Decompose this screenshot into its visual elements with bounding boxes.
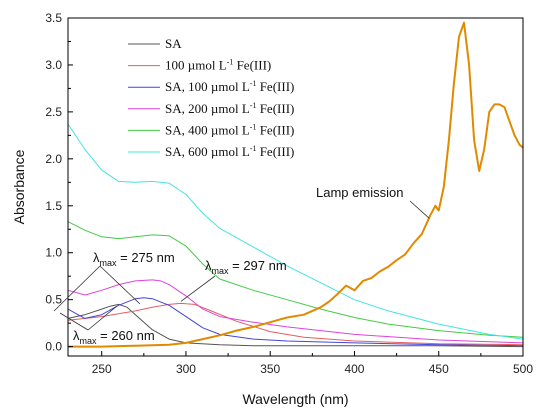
x-tick-label: 250	[92, 362, 112, 376]
series-line-2	[67, 297, 524, 347]
leader-line	[409, 200, 430, 219]
lambda-subscript: max	[80, 336, 98, 346]
lambda-max-label: λmax = 260 nm	[73, 328, 155, 346]
legend-label-rest: Fe(III)	[256, 122, 294, 137]
lambda-subscript: max	[212, 266, 230, 276]
x-tick-label: 450	[429, 362, 449, 376]
leader-line	[180, 275, 216, 302]
legend-label: SA, 600 µmol L-1 Fe(III)	[165, 144, 294, 159]
y-axis-title: Absorbance	[11, 149, 27, 224]
legend-label-sup: -1	[250, 144, 257, 153]
x-tick-label: 500	[513, 362, 533, 376]
legend-label-sup: -1	[250, 79, 257, 88]
legend-label-main: SA, 400 µmol L	[165, 122, 250, 137]
lambda-subscript: max	[100, 258, 118, 268]
legend-label: SA, 100 µmol L-1 Fe(III)	[165, 79, 294, 94]
legend-label: SA	[165, 36, 182, 51]
series-line-5	[67, 123, 524, 340]
series-line-0	[67, 303, 524, 348]
lambda-value: = 297 nm	[229, 258, 287, 273]
legend-label-main: 100 µmol L	[165, 58, 227, 73]
leader-line	[99, 265, 141, 305]
series-line-4	[67, 221, 524, 338]
legend-label-main: SA, 200 µmol L	[165, 101, 250, 116]
y-tick-label: 2.5	[45, 105, 62, 119]
lamp-emission-label: Lamp emission	[316, 185, 403, 200]
legend-label-main: SA, 100 µmol L	[165, 79, 250, 94]
lambda-value: = 275 nm	[117, 250, 175, 265]
series-line-1	[67, 302, 524, 346]
legend-label-sup: -1	[250, 101, 257, 110]
y-tick-label: 3.0	[45, 58, 62, 72]
lambda-symbol: λ	[93, 250, 100, 265]
series-layer	[67, 21, 524, 348]
legend-label-main: SA	[165, 36, 182, 51]
leader-line	[53, 265, 101, 312]
lambda-max-label: λmax = 297 nm	[205, 258, 287, 276]
legend-label-rest: Fe(III)	[256, 144, 294, 159]
x-axis-title: Wavelength (nm)	[242, 391, 348, 407]
lambda-value: = 260 nm	[97, 328, 155, 343]
plot-frame	[67, 17, 524, 357]
series-line-6	[68, 21, 524, 348]
y-tick-label: 2.0	[45, 152, 62, 166]
lambda-symbol: λ	[205, 258, 212, 273]
y-tick-label: 0.0	[45, 340, 62, 354]
x-tick-label: 350	[260, 362, 280, 376]
lambda-max-label: λmax = 275 nm	[93, 250, 175, 268]
axis-layer: 250 300 350 400 450 500 0.0 0.5 1.0 1.5 2.0 2.5 3.0 3…	[45, 11, 533, 376]
series-line-3	[67, 279, 524, 344]
y-tick-label: 1.5	[45, 199, 62, 213]
legend-label-sup: -1	[250, 122, 257, 131]
y-tick-label: 1.0	[45, 246, 62, 260]
y-tick-label: 0.5	[45, 293, 62, 307]
x-tick-label: 400	[344, 362, 364, 376]
y-tick-label: 3.5	[45, 11, 62, 25]
legend-label-sup: -1	[227, 58, 234, 67]
legend-label-rest: Fe(III)	[256, 101, 294, 116]
legend-label-rest: Fe(III)	[256, 79, 294, 94]
legend-label: 100 µmol L-1 Fe(III)	[165, 58, 271, 73]
legend-label: SA, 400 µmol L-1 Fe(III)	[165, 122, 294, 137]
x-tick-label: 300	[176, 362, 196, 376]
legend-label: SA, 200 µmol L-1 Fe(III)	[165, 101, 294, 116]
lambda-symbol: λ	[73, 328, 80, 343]
leader-line	[59, 312, 89, 331]
legend-label-main: SA, 600 µmol L	[165, 144, 250, 159]
legend-label-rest: Fe(III)	[233, 58, 271, 73]
leader-line	[87, 306, 117, 331]
